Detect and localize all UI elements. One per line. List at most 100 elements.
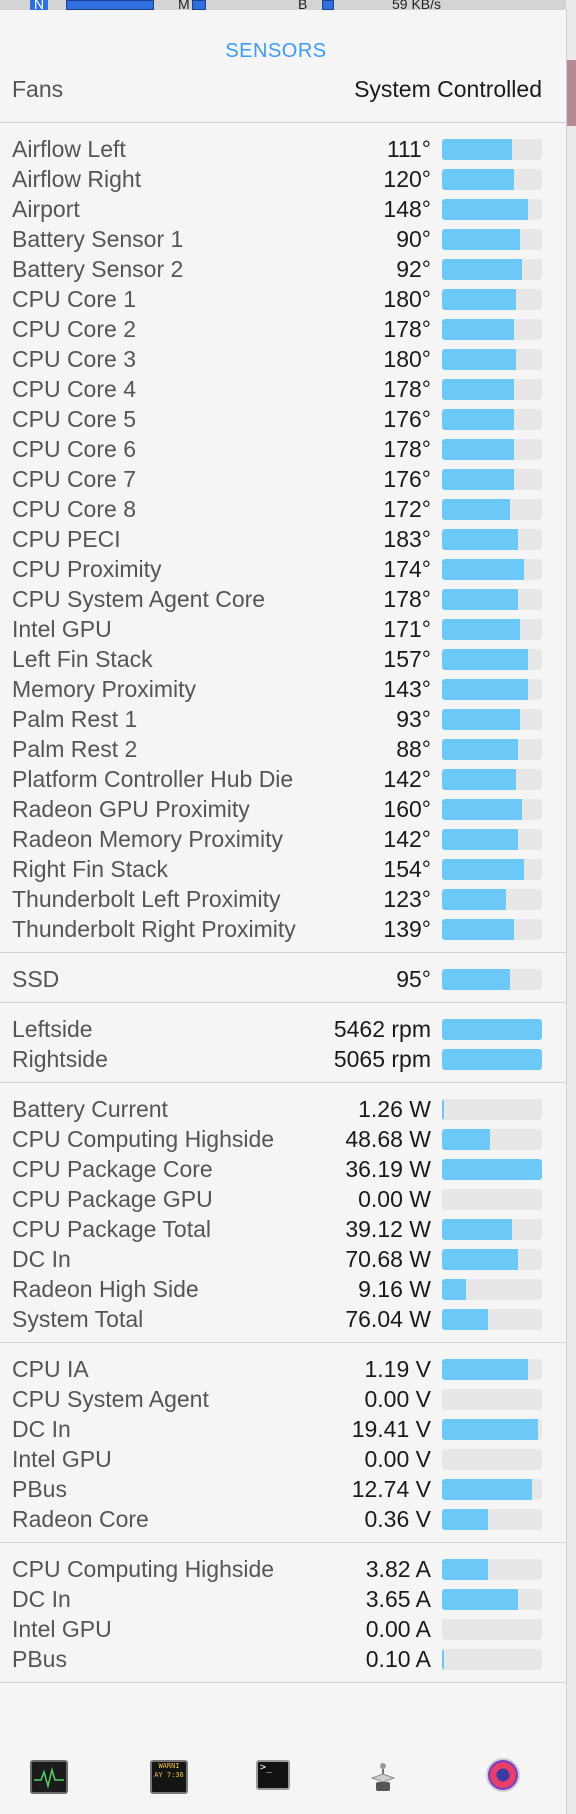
sensor-row[interactable]: CPU Computing Highside 48.68 W	[0, 1124, 566, 1154]
menubar-item-m[interactable]: M	[178, 0, 190, 10]
sensor-value: 12.74 V	[351, 1476, 431, 1502]
sensor-row[interactable]: CPU System Agent Core 178°	[0, 584, 566, 614]
fans-mode-value[interactable]: System Controlled	[354, 76, 542, 102]
sensor-level-bar	[442, 169, 542, 190]
menubar-network-speed[interactable]: 59 KB/s	[392, 0, 442, 10]
sensor-row[interactable]: Radeon Core 0.36 V	[0, 1504, 566, 1534]
sensor-row[interactable]: CPU Computing Highside 3.82 A	[0, 1554, 566, 1584]
sensor-row[interactable]: CPU IA 1.19 V	[0, 1354, 566, 1384]
menubar-battery-graph[interactable]	[322, 0, 334, 10]
sensor-name: Palm Rest 2	[12, 736, 138, 762]
activity-monitor-icon[interactable]	[30, 1760, 68, 1794]
sensor-row[interactable]: CPU Package GPU 0.00 W	[0, 1184, 566, 1214]
sensor-row[interactable]: Thunderbolt Right Proximity 139°	[0, 914, 566, 944]
sensor-row[interactable]: Airflow Left 111°	[0, 134, 566, 164]
sensor-level-bar	[442, 1509, 542, 1530]
sensor-name: Rightside	[12, 1046, 108, 1072]
sensor-row[interactable]: CPU PECI 183°	[0, 524, 566, 554]
sensor-row[interactable]: Intel GPU 0.00 V	[0, 1444, 566, 1474]
sensor-name: CPU Proximity	[12, 556, 162, 582]
sensor-row[interactable]: Radeon High Side 9.16 W	[0, 1274, 566, 1304]
sensor-name: CPU Computing Highside	[12, 1126, 275, 1152]
sensor-name: CPU Package GPU	[12, 1186, 213, 1212]
sensor-name: DC In	[12, 1246, 71, 1272]
sensor-row[interactable]: CPU System Agent 0.00 V	[0, 1384, 566, 1414]
sensor-row[interactable]: DC In 3.65 A	[0, 1584, 566, 1614]
sensor-row[interactable]: CPU Package Core 36.19 W	[0, 1154, 566, 1184]
menubar-cpu-graph[interactable]	[66, 0, 154, 10]
sensor-level-fill	[442, 529, 518, 550]
menubar-memory-graph[interactable]	[192, 0, 206, 10]
sensor-value: 88°	[396, 736, 431, 762]
sensor-row[interactable]: DC In 19.41 V	[0, 1414, 566, 1444]
sensor-row[interactable]: Airport 148°	[0, 194, 566, 224]
menubar-item-b[interactable]: B	[298, 0, 308, 10]
sensor-name: CPU System Agent Core	[12, 586, 266, 612]
sensor-row[interactable]: Leftside 5462 rpm	[0, 1014, 566, 1044]
sensor-row[interactable]: Battery Current 1.26 W	[0, 1094, 566, 1124]
system-utility-icon[interactable]	[366, 1760, 400, 1791]
sensor-row[interactable]: Intel GPU 0.00 A	[0, 1614, 566, 1644]
console-icon[interactable]: WARNI AY 7:36	[150, 1760, 188, 1794]
sensor-value: 183°	[383, 526, 431, 552]
sensor-row[interactable]: CPU Core 4 178°	[0, 374, 566, 404]
sensor-level-bar	[442, 499, 542, 520]
sensor-row[interactable]: Thunderbolt Left Proximity 123°	[0, 884, 566, 914]
sensor-level-bar	[442, 919, 542, 940]
sensor-row[interactable]: Left Fin Stack 157°	[0, 644, 566, 674]
sensor-level-fill	[442, 1249, 518, 1270]
sensor-level-fill	[442, 1099, 444, 1120]
sensor-row[interactable]: Battery Sensor 2 92°	[0, 254, 566, 284]
sensor-level-fill	[442, 1649, 444, 1670]
sensor-name: Platform Controller Hub Die	[12, 766, 294, 792]
sensor-row[interactable]: SSD 95°	[0, 964, 566, 994]
sensor-row[interactable]: Rightside 5065 rpm	[0, 1044, 566, 1074]
sensor-value: 3.82 A	[365, 1556, 431, 1582]
sensor-row[interactable]: CPU Proximity 174°	[0, 554, 566, 584]
sensor-row[interactable]: CPU Core 8 172°	[0, 494, 566, 524]
sensor-row[interactable]: Battery Sensor 1 90°	[0, 224, 566, 254]
sensor-row[interactable]: DC In 70.68 W	[0, 1244, 566, 1274]
sensor-value: 143°	[383, 676, 431, 702]
sensor-name: CPU Core 8	[12, 496, 136, 522]
sensor-level-fill	[442, 1159, 542, 1180]
sensor-level-bar	[442, 1419, 542, 1440]
sensor-row[interactable]: CPU Core 5 176°	[0, 404, 566, 434]
terminal-icon[interactable]: >_	[256, 1760, 290, 1790]
sensor-row[interactable]: Intel GPU 171°	[0, 614, 566, 644]
sensor-level-fill	[442, 619, 520, 640]
background-window-edge	[566, 0, 576, 1814]
sensor-level-bar	[442, 289, 542, 310]
sensor-row[interactable]: Right Fin Stack 154°	[0, 854, 566, 884]
sensor-level-bar	[442, 379, 542, 400]
sensor-level-bar	[442, 1589, 542, 1610]
sensor-row[interactable]: PBus 12.74 V	[0, 1474, 566, 1504]
sensor-level-bar	[442, 1449, 542, 1470]
sensor-row[interactable]: Platform Controller Hub Die 142°	[0, 764, 566, 794]
menubar-item-n[interactable]: N	[30, 0, 49, 10]
sensor-row[interactable]: Palm Rest 2 88°	[0, 734, 566, 764]
sensor-name: CPU IA	[12, 1356, 89, 1382]
sensor-value: 90°	[396, 226, 431, 252]
sensor-name: CPU Package Total	[12, 1216, 212, 1242]
sensor-row[interactable]: System Total 76.04 W	[0, 1304, 566, 1334]
sensor-name: CPU Core 1	[12, 286, 136, 312]
sensor-name: PBus	[12, 1646, 67, 1672]
sensor-row[interactable]: Airflow Right 120°	[0, 164, 566, 194]
sensor-row[interactable]: CPU Core 6 178°	[0, 434, 566, 464]
sensor-row[interactable]: PBus 0.10 A	[0, 1644, 566, 1674]
sensor-row[interactable]: CPU Core 7 176°	[0, 464, 566, 494]
sensor-level-bar	[442, 1159, 542, 1180]
sensor-row[interactable]: CPU Package Total 39.12 W	[0, 1214, 566, 1244]
sensor-row[interactable]: CPU Core 3 180°	[0, 344, 566, 374]
sensor-row[interactable]: Memory Proximity 143°	[0, 674, 566, 704]
fans-mode-row[interactable]: Fans System Controlled	[0, 66, 566, 112]
sensor-level-bar	[442, 829, 542, 850]
sensor-row[interactable]: Palm Rest 1 93°	[0, 704, 566, 734]
sensor-row[interactable]: CPU Core 1 180°	[0, 284, 566, 314]
sensor-row[interactable]: Radeon Memory Proximity 142°	[0, 824, 566, 854]
sensor-row[interactable]: Radeon GPU Proximity 160°	[0, 794, 566, 824]
sensor-level-bar	[442, 679, 542, 700]
istat-menus-icon[interactable]	[486, 1758, 520, 1792]
sensor-row[interactable]: CPU Core 2 178°	[0, 314, 566, 344]
